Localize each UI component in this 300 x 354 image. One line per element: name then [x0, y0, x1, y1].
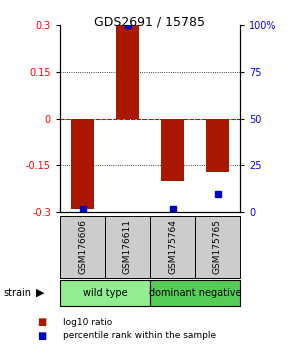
Text: GSM176611: GSM176611	[123, 219, 132, 274]
Text: GDS2691 / 15785: GDS2691 / 15785	[94, 16, 206, 29]
Text: dominant negative: dominant negative	[149, 288, 241, 298]
Text: wild type: wild type	[83, 288, 127, 298]
Bar	[116, 25, 139, 119]
Text: percentile rank within the sample: percentile rank within the sample	[63, 331, 216, 340]
Bar	[206, 119, 229, 172]
Text: GSM175765: GSM175765	[213, 219, 222, 274]
Text: GSM176606: GSM176606	[78, 219, 87, 274]
Bar	[161, 119, 184, 181]
Text: log10 ratio: log10 ratio	[63, 318, 112, 327]
Text: ■: ■	[38, 317, 46, 327]
Text: strain: strain	[3, 288, 31, 298]
Bar	[71, 119, 94, 209]
Text: ■: ■	[38, 331, 46, 341]
Text: ▶: ▶	[36, 288, 44, 298]
Text: GSM175764: GSM175764	[168, 219, 177, 274]
